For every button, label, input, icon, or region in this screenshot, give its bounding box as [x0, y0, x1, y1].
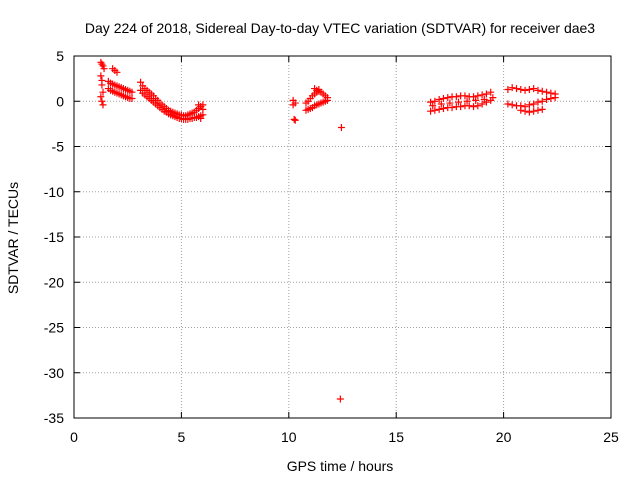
data-point: [113, 68, 121, 76]
data-point: [461, 92, 469, 100]
data-point: [97, 93, 105, 101]
data-point: [525, 85, 533, 93]
data-point: [337, 123, 345, 131]
data-point: [315, 85, 323, 93]
data-point: [199, 105, 207, 113]
data-point: [517, 85, 525, 93]
data-point: [547, 95, 555, 103]
data-point: [128, 95, 136, 103]
y-tick-label: -10: [44, 184, 64, 200]
data-point: [504, 85, 512, 93]
y-tick-label: -35: [44, 410, 64, 426]
x-tick-label: 15: [388, 429, 404, 445]
data-point: [489, 94, 497, 102]
data-point: [530, 100, 538, 108]
data-point: [487, 88, 495, 96]
data-point: [538, 105, 546, 113]
data-point: [463, 97, 471, 105]
data-point: [427, 107, 435, 115]
data-point: [482, 90, 490, 98]
data-point: [435, 95, 443, 103]
data-point: [429, 102, 437, 110]
data-point: [538, 97, 546, 105]
chart-title: Day 224 of 2018, Sidereal Day-to-day VTE…: [85, 20, 595, 36]
data-point: [437, 100, 445, 108]
data-point: [551, 94, 559, 102]
data-point: [431, 97, 439, 105]
x-tick-label: 25: [603, 429, 619, 445]
data-point: [323, 96, 331, 104]
data-point: [521, 86, 529, 94]
data-point: [543, 88, 551, 96]
data-point: [444, 94, 452, 102]
x-tick-label: 10: [281, 429, 297, 445]
data-point: [454, 98, 462, 106]
x-tick-label: 5: [178, 429, 186, 445]
y-tick-label: -30: [44, 365, 64, 381]
x-axis-label: GPS time / hours: [287, 458, 394, 474]
data-point: [534, 98, 542, 106]
y-tick-label: -5: [52, 139, 65, 155]
data-point: [525, 101, 533, 109]
data-point: [508, 101, 516, 109]
data-point: [478, 91, 486, 99]
data-point: [448, 104, 456, 112]
y-axis-label: SDTVAR / TECUs: [5, 182, 21, 294]
data-point: [521, 107, 529, 115]
data-point: [197, 114, 205, 122]
grid: [74, 56, 611, 418]
data-point: [480, 95, 488, 103]
data-point: [504, 100, 512, 108]
data-point: [512, 85, 520, 93]
data-point: [534, 86, 542, 94]
data-point: [543, 95, 551, 103]
data-point: [525, 108, 533, 116]
data-point: [137, 78, 145, 86]
y-tick-label: 5: [56, 48, 64, 64]
data-point: [474, 102, 482, 110]
y-tick-label: -15: [44, 229, 64, 245]
data-point: [446, 99, 454, 107]
data-point: [98, 97, 106, 105]
data-point: [474, 92, 482, 100]
data-point: [128, 88, 136, 96]
data-point: [517, 106, 525, 114]
data-point: [100, 65, 108, 73]
data-points: [97, 58, 559, 403]
y-tick-label: 0: [56, 93, 64, 109]
plot-frame: [73, 55, 612, 419]
x-tick-label: 0: [70, 429, 78, 445]
data-point: [435, 105, 443, 113]
data-point: [530, 107, 538, 115]
data-point: [452, 93, 460, 101]
data-point: [470, 93, 478, 101]
data-point: [290, 115, 298, 123]
data-point: [534, 106, 542, 114]
data-point: [478, 100, 486, 108]
data-point: [457, 103, 465, 111]
y-tick-label: -25: [44, 320, 64, 336]
data-point: [439, 104, 447, 112]
data-point: [508, 84, 516, 92]
data-point: [472, 96, 480, 104]
data-point: [98, 81, 106, 89]
data-point: [465, 102, 473, 110]
data-point: [427, 98, 435, 106]
data-point: [99, 101, 107, 109]
data-point: [470, 103, 478, 111]
data-point: [99, 88, 107, 96]
data-point: [289, 101, 297, 109]
data-point: [336, 395, 344, 403]
y-tick-label: -20: [44, 274, 64, 290]
x-tick-label: 20: [496, 429, 512, 445]
data-point: [530, 85, 538, 93]
data-point: [431, 106, 439, 114]
tick-labels: 0 5 10 15 20 25 5 0 -5 -10 -15 -20 -25 -30 -35: [44, 48, 619, 445]
data-point: [291, 116, 299, 124]
data-point: [439, 95, 447, 103]
data-point: [538, 87, 546, 95]
data-point: [97, 72, 105, 80]
